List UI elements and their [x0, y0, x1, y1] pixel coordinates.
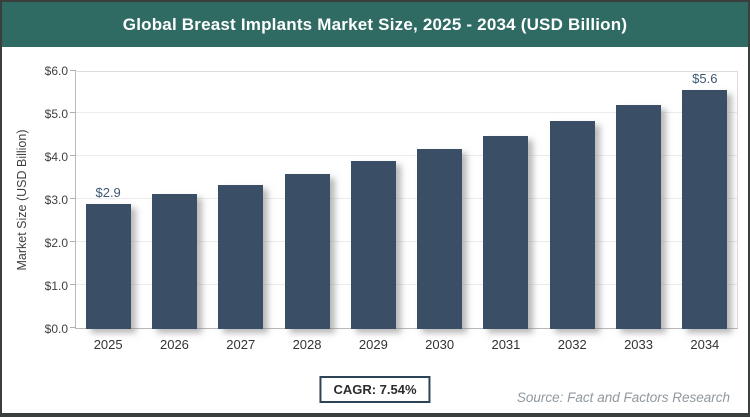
x-axis-label: 2034 [690, 336, 720, 352]
y-axis-tickmark [70, 155, 76, 156]
bar-slot: 2033 [605, 71, 671, 359]
bar-2025 [85, 204, 131, 329]
bar-value-label: $2.9 [95, 185, 121, 201]
bar-2033 [616, 105, 662, 329]
y-axis-tickmark [70, 241, 76, 242]
x-axis-label: 2025 [93, 336, 123, 352]
bar-series: $2.9 2025 2026 2027 2028 2029 2030 2031 2032 2033… [75, 71, 738, 359]
gridline [76, 112, 737, 113]
title-banner: Global Breast Implants Market Size, 2025… [2, 2, 748, 47]
gridline [76, 241, 737, 242]
bar-2034 [682, 90, 728, 330]
y-axis-tickmark [70, 327, 76, 328]
bar-2029 [350, 161, 396, 329]
chart-title: Global Breast Implants Market Size, 2025… [122, 14, 628, 34]
cagr-badge: CAGR: 7.54% [319, 376, 431, 403]
y-tick-label: $2.0 [44, 236, 68, 250]
bar-2027 [218, 184, 264, 329]
bar-slot: 2031 [473, 71, 539, 359]
cagr-label: CAGR: 7.54% [333, 382, 417, 397]
bar-slot: $2.9 2025 [75, 71, 141, 359]
x-axis-label: 2031 [491, 336, 521, 352]
y-axis-tickmark [70, 70, 76, 71]
bar-slot: 2027 [208, 71, 274, 359]
gridline [76, 155, 737, 156]
y-axis-tickmark [70, 284, 76, 285]
y-tick-label: $5.0 [44, 107, 68, 121]
x-axis-label: 2033 [624, 336, 653, 352]
gridline [76, 198, 737, 199]
bar-slot: 2028 [274, 71, 340, 359]
y-axis-tickmark [70, 198, 76, 199]
x-axis-label: 2030 [425, 336, 455, 352]
x-axis-label: 2032 [557, 336, 587, 352]
bar-2032 [549, 120, 595, 329]
y-tick-label: $4.0 [44, 150, 68, 164]
y-axis-tick-labels: $0.0 $1.0 $2.0 $3.0 $4.0 $5.0 $6.0 [26, 64, 68, 336]
bar-slot: 2032 [539, 71, 605, 359]
bar-2030 [417, 148, 463, 329]
bar-slot: 2026 [141, 71, 207, 359]
bar-2031 [483, 135, 529, 329]
y-tick-label: $1.0 [44, 279, 68, 293]
bar-slot: 2030 [406, 71, 472, 359]
x-axis-label: 2026 [159, 336, 189, 352]
y-tick-label: $3.0 [44, 193, 68, 207]
bar-2028 [284, 173, 330, 329]
y-tick-label: $0.0 [44, 322, 68, 336]
x-axis-label: 2029 [358, 336, 388, 352]
bar-value-label: $5.6 [692, 71, 718, 86]
y-tick-label: $6.0 [44, 64, 68, 78]
x-axis-label: 2028 [292, 336, 322, 352]
bar-slot: 2029 [340, 71, 406, 359]
gridline [76, 284, 737, 285]
x-axis-label: 2027 [226, 336, 256, 352]
source-attribution: Source: Fact and Factors Research [516, 390, 730, 405]
bar-2026 [151, 194, 197, 329]
y-axis-tickmark [70, 112, 76, 113]
bar-slot: $5.6 2034 [672, 71, 738, 359]
